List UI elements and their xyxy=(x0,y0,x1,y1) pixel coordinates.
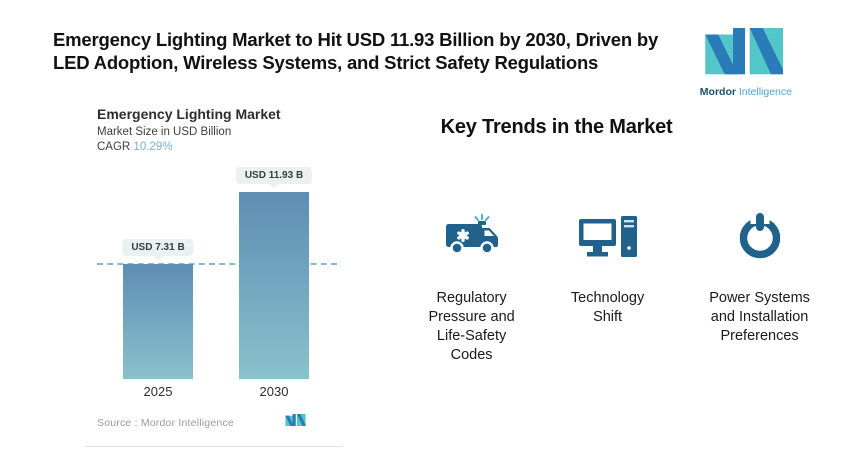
trend-label-technology: Technology Shift xyxy=(570,290,645,325)
bar-2025 xyxy=(123,264,193,379)
trend-item-regulatory: Regulatory Pressure and Life-Safety Code… xyxy=(418,211,526,365)
page-header: Emergency Lighting Market to Hit USD 11.… xyxy=(0,0,860,98)
chart-subtitle: Market Size in USD Billion xyxy=(97,126,232,138)
mordor-intelligence-mark-icon xyxy=(284,414,307,432)
trend-item-power: Power Systems and Installation Preferenc… xyxy=(696,211,824,365)
reference-dashed-line xyxy=(97,263,337,266)
cagr-value: 10.29% xyxy=(133,141,173,153)
chart-cagr: CAGR 10.29% xyxy=(85,141,343,153)
page-title: Emergency Lighting Market to Hit USD 11.… xyxy=(53,29,659,73)
data-label-2030: USD 11.93 B xyxy=(235,166,313,184)
x-tick-2025: 2025 xyxy=(143,384,173,399)
data-label-2025: USD 7.31 B xyxy=(122,239,194,257)
bar-chart-plot-area: USD 7.31 B USD 11.93 B xyxy=(85,163,343,379)
main-content: Emergency Lighting Market Market Size in… xyxy=(0,106,860,447)
brand-name-bold: Mordor xyxy=(699,86,736,98)
source-label: Source : Mordor Intelligence xyxy=(97,417,234,429)
x-tick-2030: 2030 xyxy=(259,384,289,399)
brand-logo: Mordor Intelligence xyxy=(700,28,792,98)
cagr-label: CAGR xyxy=(97,141,134,153)
chart-title: Emergency Lighting Market xyxy=(97,106,281,122)
power-button-icon xyxy=(737,211,783,259)
trend-items-row: Regulatory Pressure and Life-Safety Code… xyxy=(418,211,860,365)
trend-label-regulatory: Regulatory Pressure and Life-Safety Code… xyxy=(428,290,515,363)
brand-name-light: Intelligence xyxy=(735,86,792,98)
trend-item-technology: Technology Shift xyxy=(556,211,660,365)
key-trends-heading: Key Trends in the Market xyxy=(440,116,673,138)
key-trends-section: Key Trends in the Market xyxy=(418,106,860,365)
brand-logo-text: Mordor Intelligence xyxy=(700,86,792,98)
trend-label-power: Power Systems and Installation Preferenc… xyxy=(709,290,810,344)
source-row: Source : Mordor Intelligence xyxy=(85,414,343,434)
bar-2030 xyxy=(239,191,309,379)
market-size-chart-card: Emergency Lighting Market Market Size in… xyxy=(85,106,343,447)
mordor-intelligence-logo-icon xyxy=(705,28,787,83)
ambulance-icon xyxy=(444,211,500,259)
x-axis-labels: 2025 2030 xyxy=(85,384,343,402)
desktop-computer-icon xyxy=(578,211,637,259)
